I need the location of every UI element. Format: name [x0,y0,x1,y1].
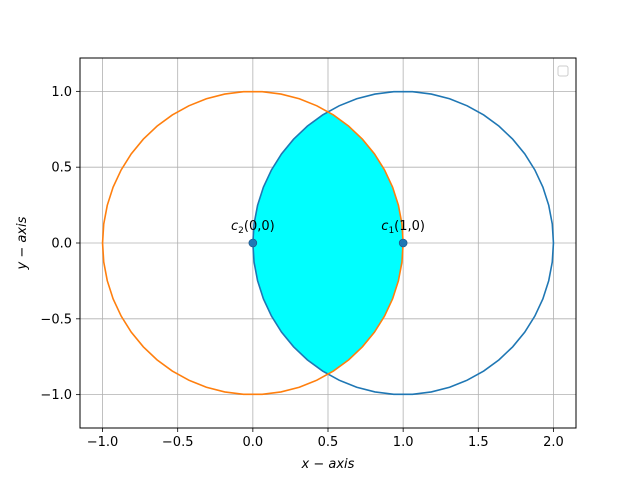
center-annotation: c2(0,0) [231,219,275,236]
x-tick-label: 0.0 [243,435,264,450]
series-c2-circle [101,90,404,396]
y-tick-label: −1.0 [40,388,72,403]
x-tick-label: 2.0 [543,435,564,450]
legend-box [557,65,569,77]
x-tick-label: 1.0 [393,435,414,450]
y-tick-label: 0.0 [51,237,72,252]
intersection-fill-layer [252,111,404,375]
y-tick-label: −0.5 [40,312,72,327]
x-tick-label: 1.5 [468,435,489,450]
y-tick-label: 1.0 [51,85,72,100]
x-tick-label: −0.5 [162,435,194,450]
x-tick-label: −1.0 [87,435,119,450]
legend [557,65,569,77]
x-tick-label: 0.5 [318,435,339,450]
x-axis-label: x − axis [301,457,355,472]
ticks-layer: −1.0 −0.5 0.0 0.5 1.0 1.5 2.0 −1.0 −0.5 0.0 0.5 1.0 [40,85,563,450]
intersection-fill [252,111,404,375]
points-layer [248,238,408,248]
center-annotation: c1(1,0) [381,219,425,236]
y-tick-label: 0.5 [51,161,72,176]
y-axis-label: y − axis [15,216,30,270]
annotation-layer: c2(0,0) c1(1,0) [231,219,425,236]
center-point [398,238,408,248]
center-point [248,238,258,248]
